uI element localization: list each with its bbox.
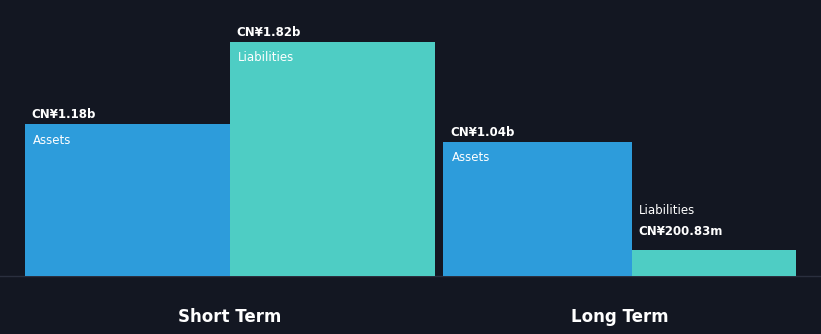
Text: Assets: Assets xyxy=(452,152,490,164)
FancyBboxPatch shape xyxy=(632,250,796,276)
FancyBboxPatch shape xyxy=(230,42,435,276)
Text: Liabilities: Liabilities xyxy=(238,51,295,64)
Text: CN¥1.18b: CN¥1.18b xyxy=(31,108,95,121)
Text: Long Term: Long Term xyxy=(571,308,668,326)
Text: Assets: Assets xyxy=(33,134,71,147)
Text: CN¥200.83m: CN¥200.83m xyxy=(639,225,723,238)
Text: CN¥1.04b: CN¥1.04b xyxy=(450,126,514,139)
Text: CN¥1.82b: CN¥1.82b xyxy=(236,26,300,39)
FancyBboxPatch shape xyxy=(443,142,632,276)
Text: Short Term: Short Term xyxy=(178,308,282,326)
FancyBboxPatch shape xyxy=(25,124,230,276)
Text: Liabilities: Liabilities xyxy=(639,204,695,217)
